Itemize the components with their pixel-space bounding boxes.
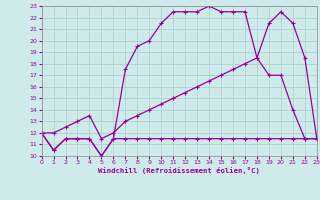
X-axis label: Windchill (Refroidissement éolien,°C): Windchill (Refroidissement éolien,°C)	[98, 167, 260, 174]
